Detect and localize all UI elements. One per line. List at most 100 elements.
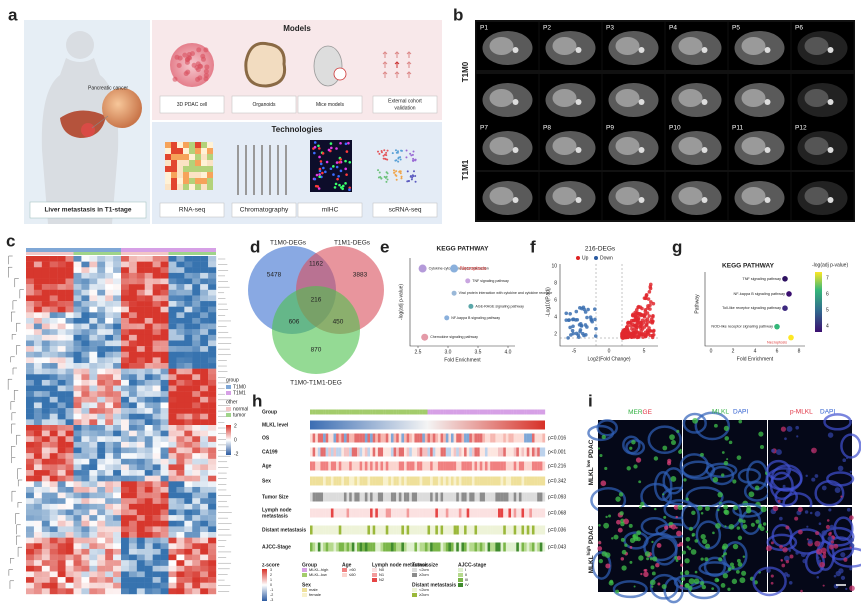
- track-cell: [357, 477, 360, 486]
- heat-cell: [105, 459, 113, 465]
- heat-cell: [169, 397, 177, 403]
- row-label: MLKLlow PDAC: [586, 439, 595, 485]
- heat-cell: [97, 566, 105, 572]
- track-cell: [375, 462, 378, 471]
- heat-cell: [200, 335, 208, 341]
- heat-cell: [58, 262, 66, 268]
- track-cell: [519, 462, 522, 471]
- merge-header: MERGE: [628, 409, 653, 416]
- heat-cell: [66, 318, 74, 324]
- heat-cell: [161, 448, 169, 454]
- mri-spot: [765, 47, 771, 53]
- track-cell: [323, 477, 326, 486]
- heat-cell: [58, 464, 66, 470]
- mihc-dot: [326, 161, 329, 164]
- venn-count: 216: [311, 297, 322, 304]
- micro-signal: [755, 486, 760, 491]
- heat-cell: [50, 273, 58, 279]
- heat-cell: [145, 470, 153, 476]
- corr-cell: [171, 178, 177, 184]
- heat-cell: [192, 549, 200, 555]
- track-cell: [435, 434, 438, 443]
- dendrogram: [17, 525, 21, 534]
- heat-cell: [50, 532, 58, 538]
- heat-cell: [42, 566, 50, 572]
- track-cell: [360, 462, 363, 471]
- heat-cell: [50, 487, 58, 493]
- heat-cell: [74, 436, 82, 442]
- track-cell: [425, 493, 428, 502]
- heat-cell: [81, 363, 89, 369]
- heat-cell: [161, 318, 169, 324]
- track-cell: [508, 543, 511, 552]
- heat-cell: [50, 346, 58, 352]
- heat-cell: [192, 363, 200, 369]
- pathway-label: Viral protein interaction with cytokine …: [459, 291, 553, 295]
- micro-signal: [815, 531, 819, 535]
- heat-cell: [121, 577, 129, 583]
- heat-cell: [26, 352, 34, 358]
- heat-cell: [169, 369, 177, 375]
- heat-cell: [145, 290, 153, 296]
- track-cell: [480, 410, 483, 415]
- track-cell: [456, 509, 459, 518]
- track-cell: [477, 526, 480, 535]
- volcano-dot: [630, 333, 634, 337]
- heat-cell: [153, 442, 161, 448]
- heat-cell: [208, 301, 216, 307]
- track-cell: [475, 434, 478, 443]
- heat-cell: [105, 307, 113, 313]
- track-cell: [456, 410, 459, 415]
- heat-cell: [208, 448, 216, 454]
- track-cell: [498, 493, 501, 502]
- pathway-dot: [788, 335, 794, 341]
- heat-cell: [42, 476, 50, 482]
- heat-cell: [105, 324, 113, 330]
- heat-cell: [176, 301, 184, 307]
- track-cell: [339, 509, 342, 518]
- heat-cell: [26, 431, 34, 437]
- heat-cell: [34, 397, 42, 403]
- heat-cell: [97, 425, 105, 431]
- heat-cell: [192, 352, 200, 358]
- heat-cell: [26, 560, 34, 566]
- track-cell: [542, 543, 545, 552]
- track-cell: [508, 493, 511, 502]
- track-cell: [334, 493, 337, 502]
- group-label: T1M1: [461, 159, 470, 180]
- track-cell: [435, 477, 438, 486]
- heat-cell: [208, 543, 216, 549]
- heat-cell: [50, 493, 58, 499]
- heat-cell: [161, 526, 169, 532]
- heat-cell: [26, 588, 34, 594]
- track-cell: [461, 434, 464, 443]
- heat-cell: [97, 532, 105, 538]
- pathway-dot: [452, 291, 457, 296]
- track-cell: [475, 526, 478, 535]
- heat-cell: [129, 374, 137, 380]
- micro-signal: [742, 524, 747, 529]
- heat-cell: [161, 312, 169, 318]
- heat-cell: [153, 526, 161, 532]
- heat-cell: [208, 267, 216, 273]
- mri-organ: [805, 89, 829, 107]
- track-cell: [336, 509, 339, 518]
- track-cell: [477, 434, 480, 443]
- track-cell: [320, 543, 323, 552]
- heat-cell: [50, 436, 58, 442]
- heat-cell: [176, 555, 184, 561]
- micro-signal: [663, 516, 666, 519]
- heat-cell: [42, 386, 50, 392]
- row-label: Age: [262, 463, 272, 469]
- heat-cell: [105, 453, 113, 459]
- umap-dot: [410, 176, 412, 178]
- track-cell: [527, 477, 530, 486]
- track-cell: [365, 543, 368, 552]
- legend-swatch: [342, 573, 347, 577]
- heat-cell: [58, 448, 66, 454]
- heat-cell: [129, 408, 137, 414]
- heat-cell: [50, 408, 58, 414]
- track-cell: [349, 509, 352, 518]
- heat-cell: [34, 543, 42, 549]
- heat-cell: [105, 583, 113, 589]
